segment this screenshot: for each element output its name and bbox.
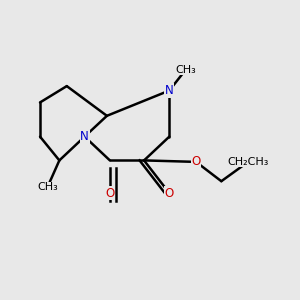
Text: CH₃: CH₃ — [37, 182, 58, 192]
Text: N: N — [165, 84, 174, 97]
Text: N: N — [80, 130, 89, 143]
Text: O: O — [191, 155, 201, 168]
Text: O: O — [165, 187, 174, 200]
Text: O: O — [105, 187, 115, 200]
Text: CH₂CH₃: CH₂CH₃ — [227, 157, 269, 167]
Text: CH₃: CH₃ — [175, 65, 196, 75]
